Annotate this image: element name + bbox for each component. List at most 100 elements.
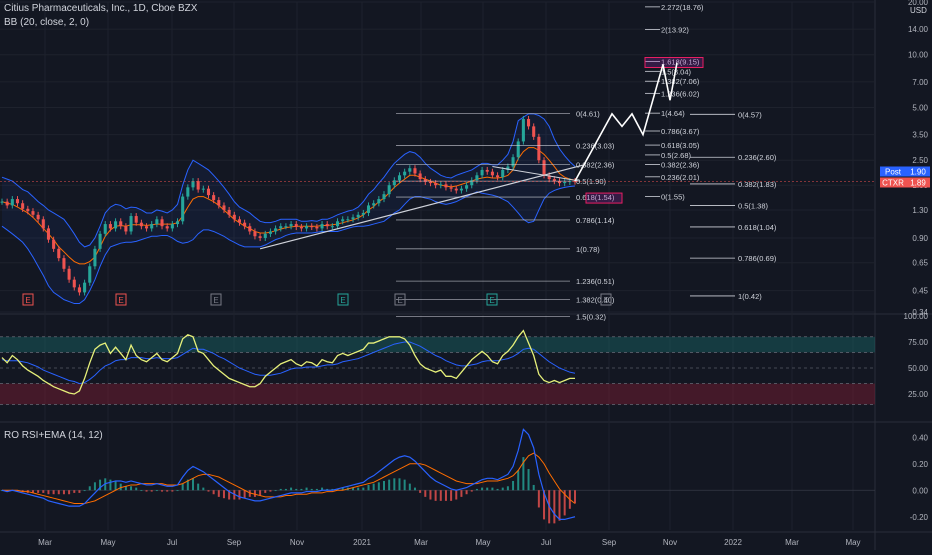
candle-body: [325, 224, 329, 227]
macd-histogram-bar: [491, 487, 494, 491]
earnings-marker-letter: E: [397, 296, 402, 305]
macd-histogram-bar: [506, 486, 509, 491]
earnings-marker-letter: E: [489, 296, 494, 305]
macd-histogram-bar: [367, 484, 370, 491]
macd-axis-label: 0.40: [912, 433, 928, 442]
price-axis-label: 10.00: [908, 51, 929, 60]
macd-histogram-bar: [398, 478, 401, 491]
macd-histogram-bar: [393, 478, 396, 491]
rsi-axis-label: 50.00: [908, 364, 929, 373]
macd-histogram-bar: [341, 487, 344, 491]
earnings-marker: [337, 293, 349, 306]
candle-body: [418, 173, 422, 180]
candle-body: [274, 228, 278, 232]
macd-histogram-bar: [88, 486, 91, 491]
trendline-support: [259, 164, 586, 250]
fib-a-level-label: 0.786(1.14): [576, 216, 615, 225]
candle-body: [413, 168, 417, 174]
macd-histogram-bar: [486, 487, 489, 491]
candle-body: [268, 231, 272, 234]
macd-histogram-bar: [527, 469, 530, 491]
candle-body: [459, 188, 463, 191]
macd-histogram-bar: [403, 479, 406, 491]
candle-body: [155, 219, 159, 225]
macd-histogram-bar: [310, 488, 313, 491]
macd-histogram-bar: [300, 488, 303, 491]
candle-body: [397, 175, 402, 181]
candle-body: [243, 222, 247, 227]
earnings-marker-letter: E: [340, 296, 345, 305]
currency-label: USD: [910, 6, 927, 15]
macd-histogram-bar: [284, 488, 287, 491]
macd-histogram-bar: [150, 490, 153, 492]
candle-body: [346, 219, 350, 221]
macd-histogram-bar: [475, 488, 478, 491]
earnings-marker-letter: E: [118, 296, 123, 305]
price-axis-label: 14.00: [908, 25, 929, 34]
earnings-marker: [22, 293, 34, 306]
rsi-axis-label: 25.00: [908, 390, 929, 399]
candle-body: [284, 226, 288, 228]
candle-body: [506, 166, 510, 170]
macd-histogram-bar: [413, 487, 416, 491]
macd-histogram-bar: [496, 488, 499, 491]
fib-c-level-label: 0(4.57): [738, 110, 762, 119]
fib-a-level-label: 0.5(1.90): [576, 177, 607, 186]
candle-body: [103, 224, 107, 234]
candle-body: [191, 181, 195, 188]
macd-histogram-bar: [439, 490, 442, 501]
candle-body: [26, 208, 30, 212]
macd-histogram-bar: [83, 490, 86, 492]
macd-histogram-bar: [460, 490, 463, 497]
fib-a-level-label: 1.5(0.32): [576, 313, 607, 322]
post-value-badge: [906, 166, 930, 177]
candle-body: [377, 199, 381, 204]
candle-body: [387, 185, 391, 195]
macd-histogram-bar: [124, 486, 127, 491]
macd-histogram-bar: [52, 490, 55, 495]
earnings-marker: [115, 293, 127, 306]
fib-a-level-label: 0.236(3.03): [576, 142, 615, 151]
candle-body: [88, 266, 92, 283]
earnings-marker: [600, 293, 612, 306]
time-axis-label: Nov: [290, 538, 304, 547]
candle-body: [454, 188, 458, 191]
fib-b-level-label: 0.786(3.67): [661, 127, 700, 136]
macd-histogram-bar: [444, 490, 447, 501]
earnings-marker-letter: E: [603, 296, 608, 305]
candle-body: [408, 168, 412, 172]
candle-body: [232, 214, 236, 220]
candle-body: [114, 221, 118, 229]
macd-histogram-bar: [166, 490, 169, 492]
macd-histogram-bar: [109, 479, 112, 491]
target-zone-lower: [585, 192, 623, 204]
macd-histogram-bar: [532, 484, 535, 491]
macd-histogram-bar: [57, 490, 60, 495]
ctxr-symbol: CTXR: [882, 178, 904, 187]
candle-body: [465, 185, 469, 189]
fib-b-level-label: 1.5(8.04): [661, 67, 692, 76]
price-axis-label: 0.45: [912, 287, 928, 296]
candle-body: [222, 205, 226, 210]
macd-histogram-bar: [465, 490, 468, 495]
candle-body: [227, 209, 231, 215]
macd-histogram-bar: [269, 490, 272, 492]
macd-histogram-bar: [253, 490, 256, 497]
fib-b-level-label: 0.236(2.01): [661, 173, 700, 182]
candle-body: [428, 181, 432, 184]
candle-body: [175, 221, 180, 225]
candle-body: [129, 216, 133, 232]
macd-histogram-bar: [222, 490, 225, 499]
candle-body: [361, 212, 365, 215]
candle-body: [330, 226, 334, 228]
macd-histogram-bar: [362, 487, 365, 491]
post-badge: [880, 166, 906, 177]
candle-body: [294, 224, 298, 227]
candle-body: [527, 118, 531, 127]
candle-body: [299, 226, 303, 229]
macd-histogram-bar: [450, 490, 453, 501]
candle-body: [170, 224, 174, 229]
ctxr-badge: [880, 177, 930, 188]
candle-body: [36, 214, 40, 220]
